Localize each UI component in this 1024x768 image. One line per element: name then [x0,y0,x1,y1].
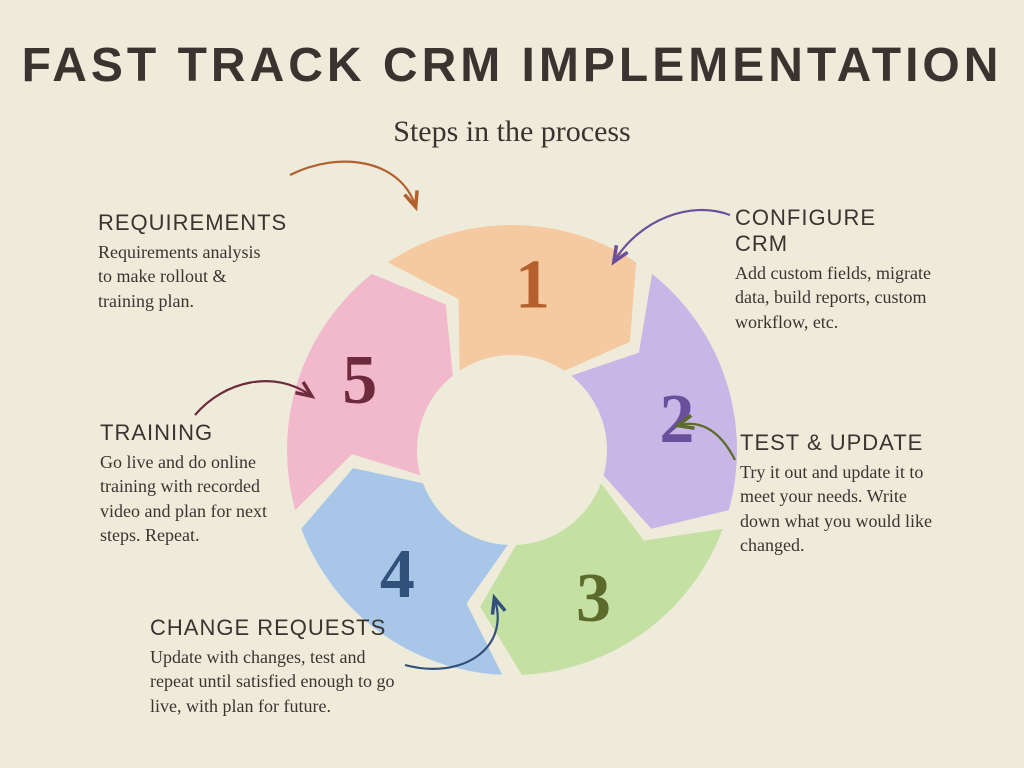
step-desc-1: Requirements analysis to make rollout & … [98,240,278,313]
step-block-5: TRAINING Go live and do online training w… [100,420,300,547]
step-desc-3: Try it out and update it to meet your ne… [740,460,935,557]
step-block-2: CONFIGURE CRMAdd custom fields, migrate … [735,205,935,334]
step-block-1: REQUIREMENTS Requirements analysis to mak… [98,210,278,313]
page-subtitle: Steps in the process [0,115,1024,149]
segment-number-4: 4 [380,536,415,613]
step-label-1: REQUIREMENTS [98,210,278,236]
step-block-3: TEST & UPDATE Try it out and update it to… [740,430,935,557]
step-label-3: TEST & UPDATE [740,430,935,456]
segment-number-3: 3 [576,560,611,637]
page-title: FAST TRACK CRM IMPLEMENTATION [0,38,1024,93]
segment-number-5: 5 [342,342,377,419]
segment-number-2: 2 [659,381,694,458]
step-desc-5: Go live and do online training with reco… [100,450,300,547]
step-label-4: CHANGE REQUESTS [150,615,405,641]
step-block-4: CHANGE REQUESTS Update with changes, test… [150,615,405,718]
step-desc-4: Update with changes, test and repeat unt… [150,645,405,718]
step-desc-2: Add custom fields, migrate data, build r… [735,261,935,334]
step-label-5: TRAINING [100,420,300,446]
step-label-2: CONFIGURE CRM [735,205,935,257]
segment-number-1: 1 [515,246,550,323]
